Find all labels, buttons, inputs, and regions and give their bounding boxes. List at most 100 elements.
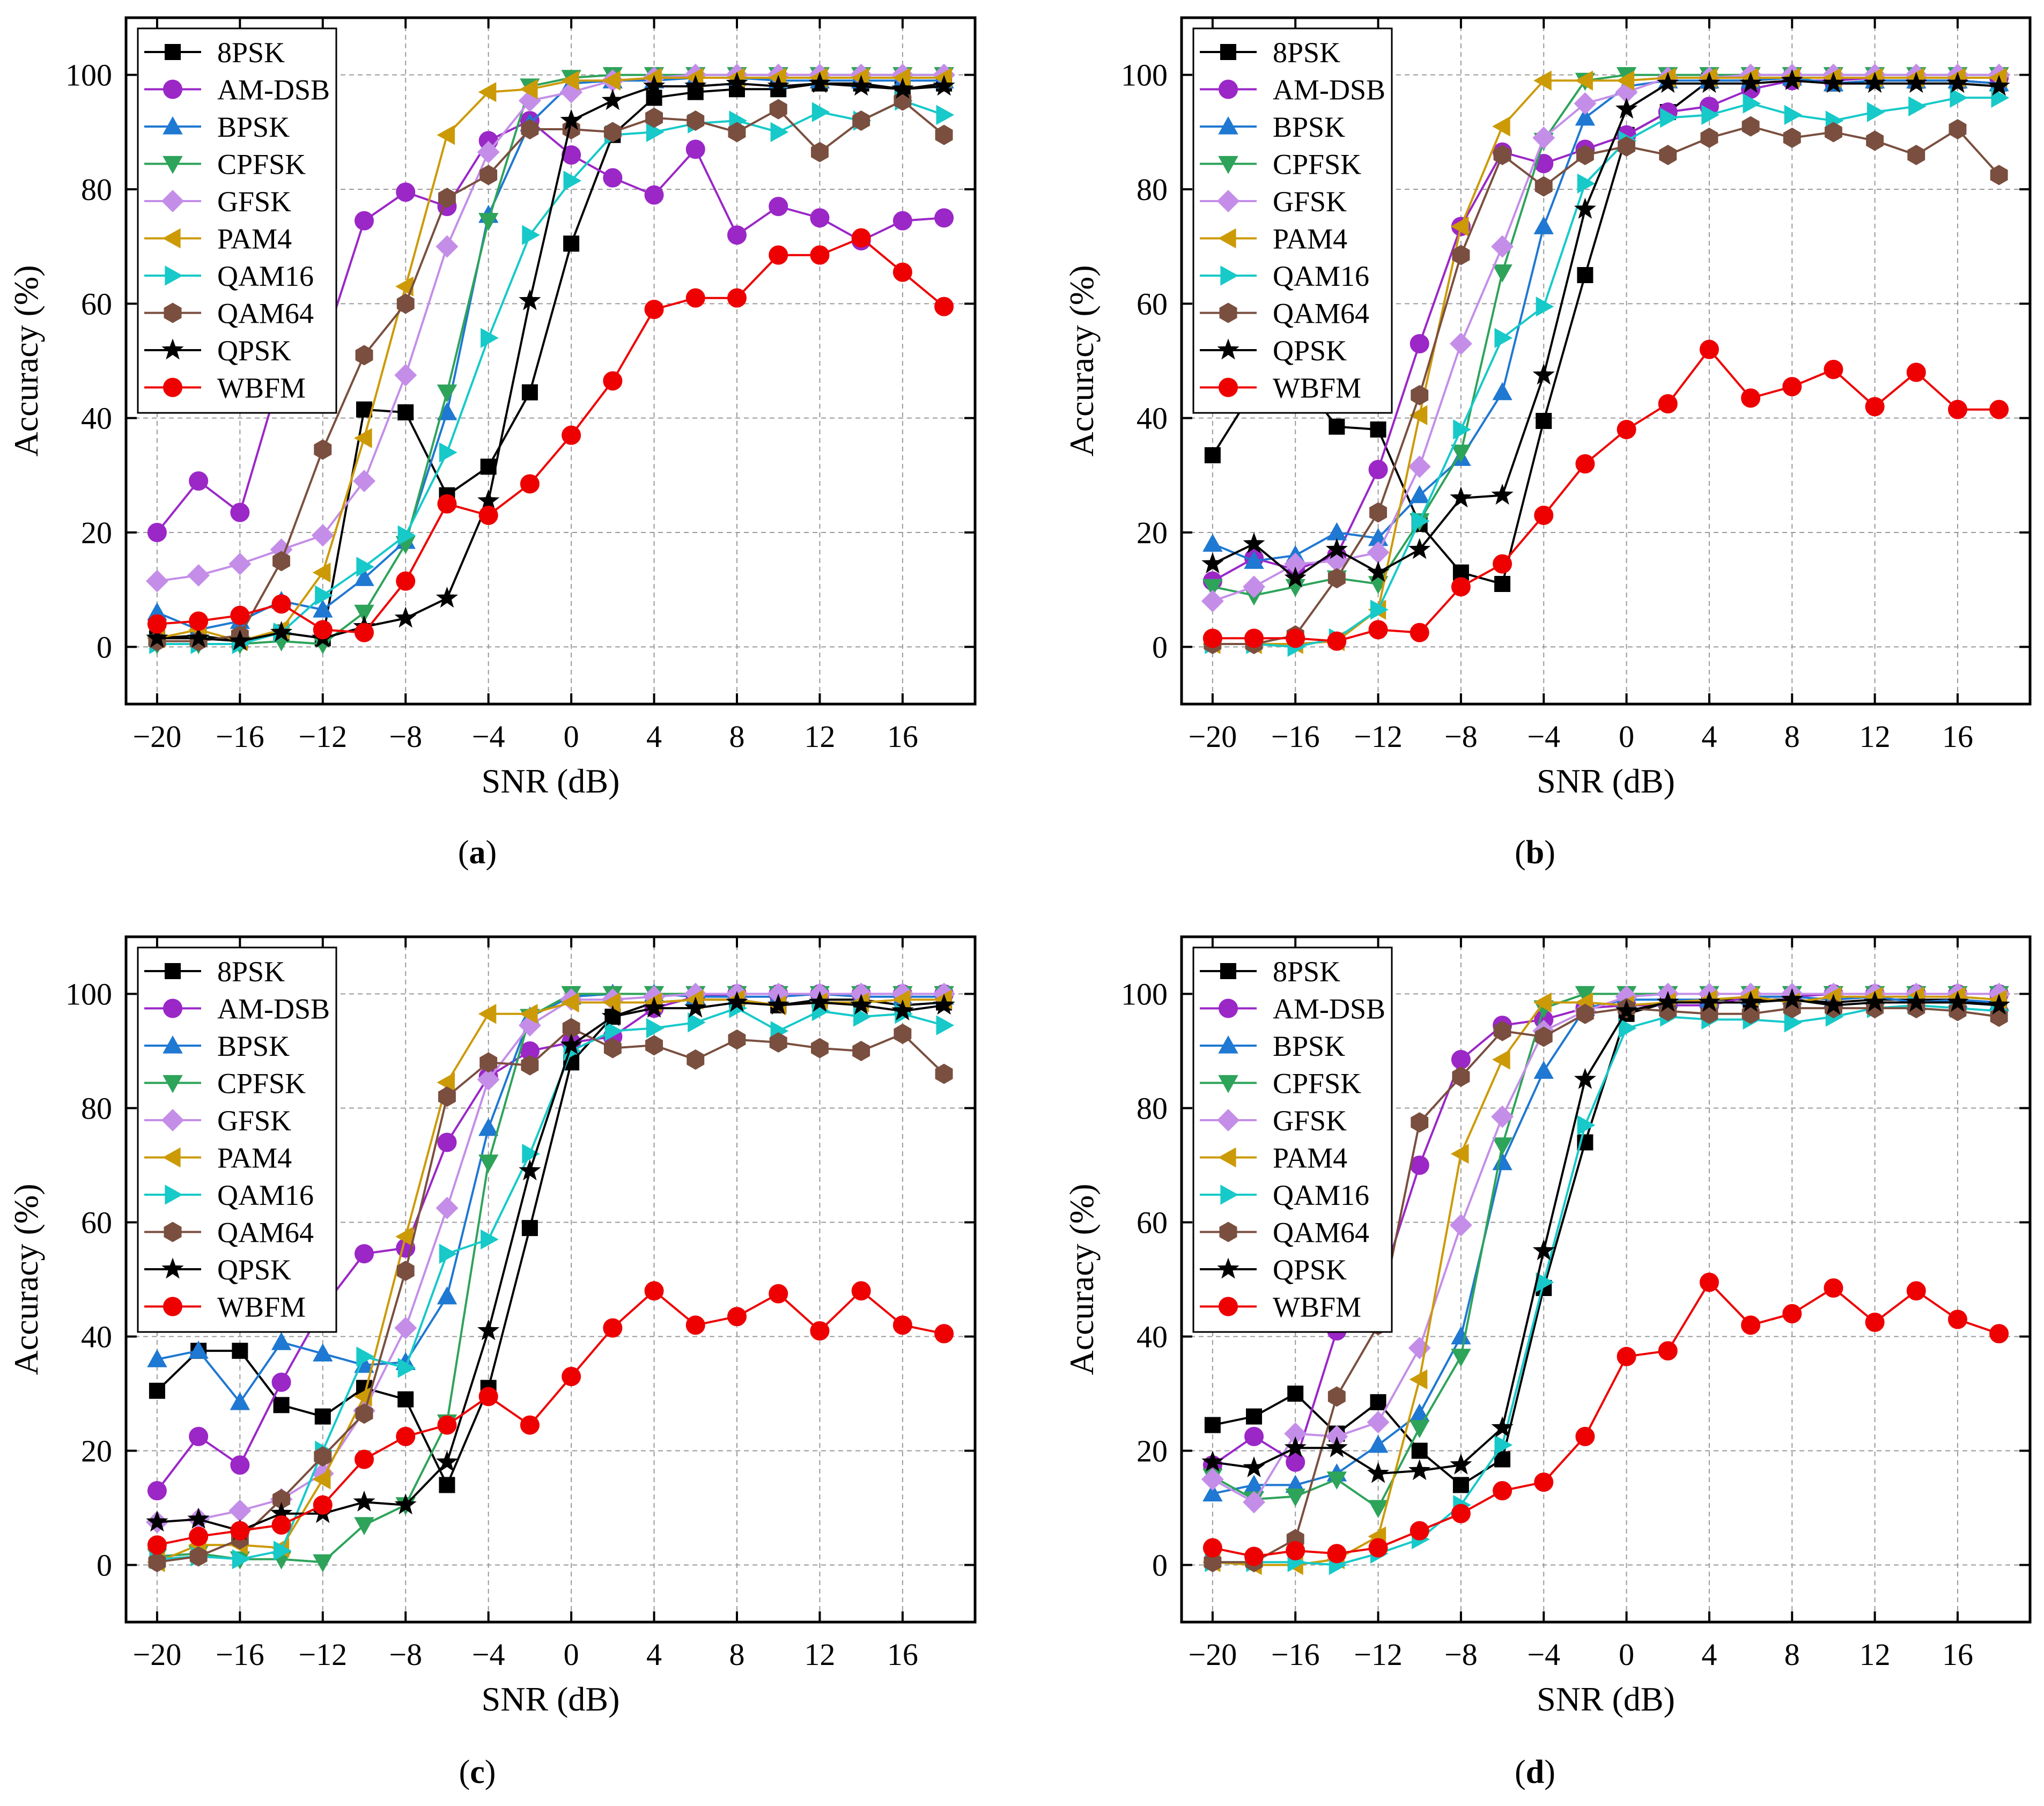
x-tick-label: 0	[1619, 719, 1634, 754]
series-8psk-point	[1204, 447, 1221, 463]
series-qpsk-point	[1781, 69, 1803, 90]
series-qpsk-point	[1739, 990, 1762, 1012]
series-gfsk-point	[1532, 126, 1555, 150]
series-cpfsk-point	[1492, 1137, 1512, 1156]
legend-entry-pam4-marker	[162, 228, 181, 249]
series-qam64-point	[728, 1029, 746, 1050]
series-qam16-point	[481, 1229, 499, 1250]
legend-entry-am-dsb-marker	[163, 79, 182, 99]
series-qpsk-point	[519, 1159, 541, 1181]
series-qam64-point	[396, 1261, 415, 1282]
series-wbfm-point	[1824, 1278, 1843, 1298]
series-wbfm-point	[1865, 1312, 1885, 1332]
series-am-dsb-point	[892, 211, 912, 231]
series-qam64-point	[1866, 130, 1884, 151]
series-wbfm-point	[851, 228, 871, 248]
series-wbfm-point	[271, 1515, 291, 1535]
legend-entry-pam4-marker	[1217, 1147, 1236, 1168]
series-qpsk-point	[1532, 1239, 1555, 1261]
series-qpsk-point	[850, 994, 873, 1015]
series-qam64-point	[148, 1552, 166, 1573]
legend-entry-cpfsk: CPFSK	[1200, 149, 1361, 181]
series-qam64-point	[355, 345, 373, 366]
series-qpsk	[146, 990, 955, 1541]
legend-entry-wbfm: WBFM	[144, 1291, 306, 1323]
panel-d: −20 −16 −12 −8 −4 0 4 8 12 16 0 20 40 60 80 100 SNR (dB)…	[1062, 935, 2032, 1718]
legend-entry-qam16: QAM16	[144, 260, 314, 292]
series-qpsk-point	[891, 77, 914, 99]
series-wbfm-point	[396, 1426, 416, 1446]
legend-entry-am-dsb-label: AM-DSB	[217, 993, 330, 1025]
legend-entry-am-dsb-label: AM-DSB	[1273, 993, 1385, 1025]
legend-entry-qam16-marker	[165, 1185, 183, 1205]
series-qam64-point	[1990, 165, 2008, 186]
legend-entry-qam16-label: QAM16	[1273, 1179, 1369, 1211]
series-qpsk-point	[891, 999, 914, 1021]
series-qpsk-point	[1491, 484, 1514, 505]
series-qam16-point	[936, 1015, 955, 1035]
series-pam4-point	[353, 428, 372, 448]
series-qam64-point	[645, 107, 663, 128]
legend-entry-pam4-marker	[1217, 228, 1236, 249]
legend-entry-am-dsb: AM-DSB	[144, 993, 330, 1025]
series-qam16-point	[1743, 93, 1761, 114]
y-tick-label: 20	[81, 1434, 112, 1469]
x-tick-label: 8	[729, 719, 744, 754]
series-wbfm-point	[892, 262, 912, 282]
x-axis-title: SNR (dB)	[482, 1680, 620, 1718]
series-am-dsb-point	[355, 211, 374, 231]
series-wbfm-point	[1741, 388, 1761, 408]
series-qam16-point	[1412, 511, 1430, 531]
series-qpsk-point	[850, 75, 873, 96]
series-wbfm-point	[1824, 360, 1843, 379]
legend-entry-pam4-label: PAM4	[217, 1142, 292, 1174]
series-8psk-point	[397, 1391, 414, 1408]
x-tick-label: −12	[298, 719, 347, 754]
series-qpsk-point	[767, 75, 789, 96]
legend-entry-pam4-label: PAM4	[1273, 223, 1347, 255]
series-cpfsk-point	[1451, 445, 1471, 463]
series-qpsk-point	[1698, 990, 1721, 1012]
series-gfsk-point	[1449, 1213, 1472, 1237]
legend-entry-gfsk-marker	[1216, 1108, 1240, 1132]
y-tick-label: 0	[1152, 630, 1168, 664]
legend-entry-8psk-label: 8PSK	[1273, 36, 1340, 69]
series-wbfm-point	[189, 611, 209, 631]
series-gfsk-point	[436, 235, 459, 258]
series-wbfm-point	[1782, 377, 1802, 396]
series-qpsk-point	[726, 72, 748, 93]
series-qam64-point	[1949, 119, 1967, 140]
series-qpsk-point	[1491, 1416, 1514, 1438]
series-qam64-point	[1742, 116, 1760, 137]
y-tick-label: 40	[1137, 1320, 1168, 1354]
legend-entry-gfsk-marker	[1216, 189, 1240, 213]
series-8psk-point	[439, 1477, 455, 1493]
series-qam64-point	[687, 1049, 705, 1070]
series-wbfm-point	[1947, 399, 1967, 419]
series-qam16-point	[811, 102, 830, 122]
series-qam16-point	[522, 1144, 540, 1164]
series-bpsk-point	[230, 1391, 250, 1410]
x-tick-label: 4	[1701, 1637, 1717, 1672]
series-wbfm-point	[769, 245, 788, 265]
legend-entry-pam4: PAM4	[1200, 1142, 1347, 1174]
series-am-dsb-point	[810, 208, 830, 228]
y-axis-title: Accuracy (%)	[7, 1183, 45, 1375]
x-tick-label: 8	[1784, 1637, 1800, 1672]
panel-a-caption: (a)	[458, 834, 497, 871]
panel-a: −20 −16 −12 −8 −4 0 4 8 12 16 0 20 40 60 80 100 SNR (dB)…	[7, 16, 977, 800]
legend-entry-cpfsk: CPFSK	[144, 1068, 306, 1100]
series-wbfm-point	[520, 1415, 540, 1435]
series-qam64-point	[1411, 1112, 1429, 1133]
series-wbfm	[1202, 1272, 2009, 1566]
legend-entry-wbfm-label: WBFM	[217, 1291, 306, 1323]
panel-d-caption: (d)	[1515, 1754, 1555, 1790]
series-qpsk-point	[394, 1493, 417, 1515]
series-am-dsb-point	[355, 1244, 374, 1264]
series-pam4-point	[1616, 70, 1635, 91]
legend-entry-8psk-marker	[1220, 44, 1236, 60]
series-pam4-point	[602, 992, 621, 1013]
x-tick-label: 0	[564, 719, 579, 754]
series-qam64-point	[769, 1032, 787, 1053]
series-gfsk-point	[228, 1499, 252, 1522]
